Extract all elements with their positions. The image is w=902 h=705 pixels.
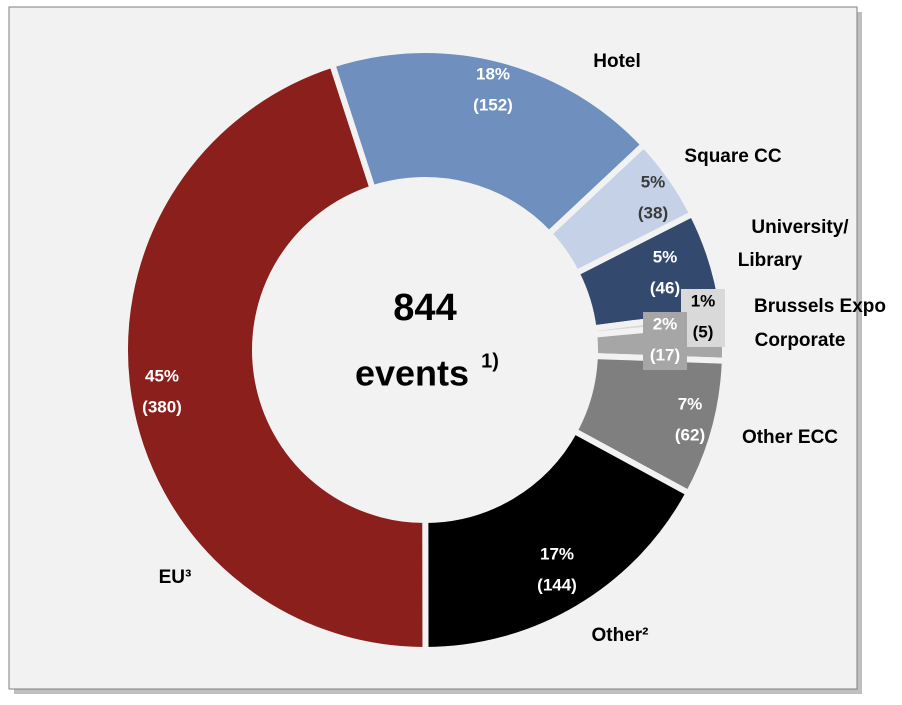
percent-label: 5% (641, 172, 666, 191)
percent-label: 17% (540, 544, 574, 563)
label-box (643, 312, 687, 370)
category-label: EU³ (159, 567, 192, 588)
value-label: (380) (142, 397, 182, 416)
category-label: Corporate (755, 330, 846, 351)
percent-label: 18% (476, 64, 510, 83)
label-box (681, 289, 725, 347)
center-label: events (355, 353, 469, 394)
slice (422, 427, 693, 654)
slice (122, 60, 429, 654)
category-label: Hotel (593, 51, 641, 72)
category-label: Square CC (684, 146, 781, 167)
category-label: University/Library (738, 217, 850, 271)
category-label: Brussels Expo (754, 296, 886, 317)
value-label: (5) (693, 322, 714, 341)
percent-label: 7% (678, 394, 703, 413)
value-label: (144) (537, 575, 577, 594)
center-total: 844 (393, 287, 456, 329)
percent-label: 1% (691, 291, 716, 310)
value-label: (152) (473, 95, 513, 114)
center-note: 1) (481, 350, 499, 372)
value-label: (46) (650, 278, 680, 297)
value-label: (62) (675, 425, 705, 444)
value-label: (17) (650, 345, 680, 364)
percent-label: 45% (145, 366, 179, 385)
percent-label: 5% (653, 247, 678, 266)
category-label: Other ECC (742, 427, 838, 448)
value-label: (38) (638, 203, 668, 222)
slice (328, 47, 649, 238)
category-label: Other² (592, 625, 649, 646)
percent-label: 2% (653, 314, 678, 333)
